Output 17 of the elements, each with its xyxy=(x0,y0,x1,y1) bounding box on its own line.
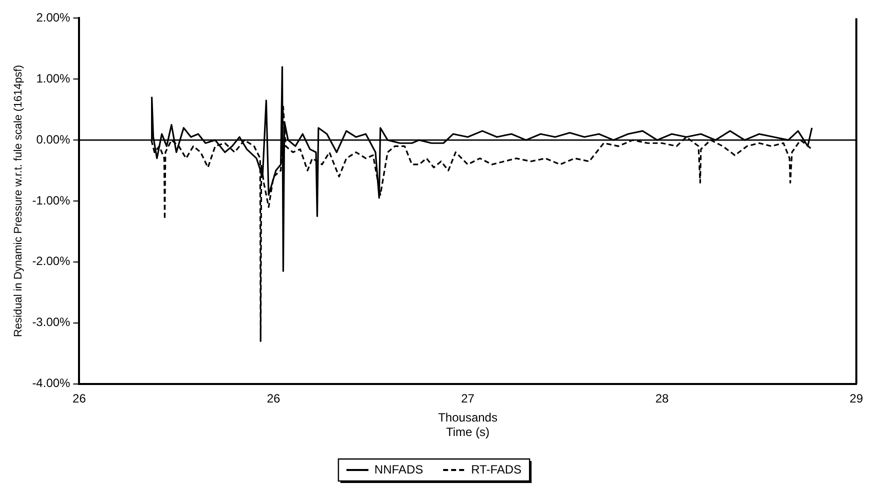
y-tick-label: 0.00% xyxy=(36,132,71,146)
y-tick-label: -2.00% xyxy=(32,254,71,268)
y-tick-label: 2.00% xyxy=(36,10,71,25)
legend-label: RT-FADS xyxy=(471,462,522,476)
y-tick-label: 1.00% xyxy=(36,71,71,86)
x-tick-label: 27 xyxy=(461,391,475,406)
y-tick-label: -1.00% xyxy=(32,193,71,208)
y-axis-title: Residual in Dynamic Pressure w.r.t. fule scale (1614psf) xyxy=(12,64,25,338)
y-tick-label: -3.00% xyxy=(32,315,71,330)
y-tick-label: -4.00% xyxy=(32,376,71,390)
legend-label: NNFADS xyxy=(374,462,424,476)
x-tick-label: 26 xyxy=(72,391,86,406)
text: Thousands xyxy=(438,410,498,425)
x-tick-label: 29 xyxy=(850,391,864,406)
x-axis-title: Time (s) xyxy=(446,425,490,440)
x-tick-label: 26 xyxy=(266,391,280,406)
x-tick-label: 28 xyxy=(655,391,670,406)
